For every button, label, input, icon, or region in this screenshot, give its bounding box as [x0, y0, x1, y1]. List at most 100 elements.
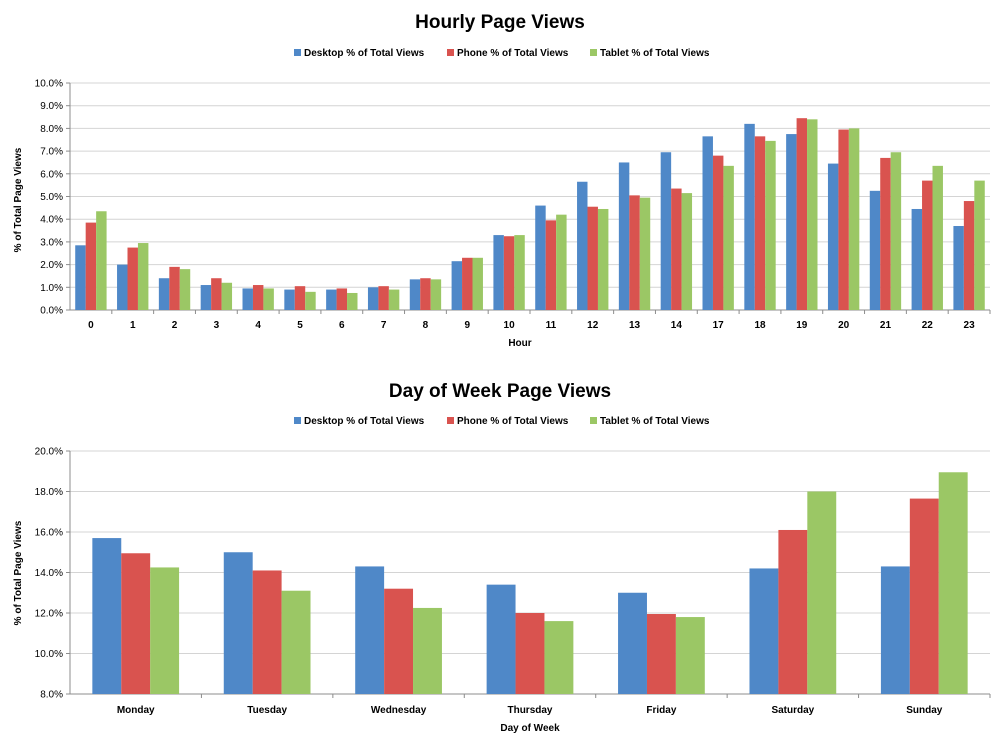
x-axis-title: Day of Week: [500, 723, 560, 734]
x-tick-label: 10: [504, 320, 516, 331]
y-axis-title: % of Total Page Views: [13, 147, 24, 252]
bar-desktop-12: [577, 181, 588, 310]
bar-desktop-8: [409, 279, 421, 310]
bar-phone-7: [378, 286, 389, 310]
bar-desktop-14: [660, 152, 672, 310]
legend-swatch: [294, 417, 301, 424]
x-tick-label: 5: [297, 320, 303, 331]
legend-label: Phone % of Total Views: [457, 48, 569, 59]
chart-title: Day of Week Page Views: [389, 381, 611, 402]
bar-phone-sunday: [909, 498, 939, 694]
bar-desktop-friday: [618, 592, 647, 694]
bar-phone-friday: [646, 614, 676, 694]
x-tick-label: 21: [880, 320, 892, 331]
bar-phone-saturday: [778, 529, 808, 694]
bar-phone-4: [252, 285, 264, 310]
bar-tablet-saturday: [807, 491, 837, 694]
bar-phone-10: [503, 236, 515, 310]
legend-swatch: [447, 417, 454, 424]
legend-swatch: [294, 49, 301, 56]
legend-label: Tablet % of Total Views: [600, 48, 710, 59]
y-tick-label: 14.0%: [35, 568, 63, 579]
bar-desktop-18: [744, 123, 755, 310]
bar-tablet-11: [556, 214, 567, 310]
bar-phone-5: [294, 286, 306, 310]
bar-phone-tuesday: [252, 570, 282, 694]
bar-tablet-17: [723, 165, 734, 310]
legend-swatch: [447, 49, 454, 56]
y-tick-label: 20.0%: [35, 447, 63, 458]
bar-tablet-20: [848, 128, 860, 310]
legend-label: Desktop % of Total Views: [304, 48, 425, 59]
bar-phone-23: [963, 201, 975, 310]
bar-phone-12: [587, 206, 598, 310]
y-tick-label: 9.0%: [40, 101, 63, 112]
bar-phone-0: [85, 222, 97, 310]
y-tick-label: 10.0%: [35, 649, 63, 660]
x-axis-title: Hour: [508, 338, 531, 349]
x-tick-label: 3: [214, 320, 220, 331]
bar-phone-3: [211, 278, 222, 310]
x-tick-label: Friday: [646, 705, 676, 716]
bar-desktop-1: [117, 264, 128, 310]
bar-desktop-5: [284, 289, 295, 310]
chart-title: Hourly Page Views: [415, 12, 585, 33]
y-tick-label: 2.0%: [40, 260, 63, 271]
x-tick-label: 9: [464, 320, 470, 331]
bar-desktop-0: [75, 245, 86, 310]
bar-tablet-4: [263, 288, 274, 310]
bar-phone-1: [127, 247, 138, 310]
legend-swatch: [590, 417, 597, 424]
bar-desktop-3: [200, 285, 212, 310]
y-tick-label: 18.0%: [35, 487, 63, 498]
x-tick-label: 18: [754, 320, 766, 331]
bar-tablet-1: [137, 243, 149, 310]
bar-tablet-monday: [150, 567, 180, 694]
x-tick-label: Monday: [117, 705, 155, 716]
x-tick-label: 7: [381, 320, 387, 331]
x-tick-label: Wednesday: [371, 705, 427, 716]
bar-tablet-wednesday: [413, 607, 442, 694]
x-tick-label: 1: [130, 320, 136, 331]
bar-phone-wednesday: [384, 588, 414, 694]
bar-desktop-monday: [92, 538, 122, 694]
x-tick-label: 4: [255, 320, 261, 331]
bar-phone-2: [169, 266, 180, 310]
bar-desktop-tuesday: [223, 552, 253, 694]
x-tick-label: 17: [713, 320, 725, 331]
bar-tablet-3: [221, 282, 233, 310]
bar-desktop-23: [953, 226, 964, 310]
y-tick-label: 5.0%: [40, 192, 63, 203]
x-tick-label: Thursday: [507, 705, 552, 716]
x-tick-label: 14: [671, 320, 683, 331]
bar-phone-17: [712, 155, 724, 310]
bar-tablet-7: [388, 289, 400, 310]
bar-tablet-sunday: [938, 472, 968, 694]
bar-desktop-21: [869, 190, 881, 310]
bar-phone-19: [796, 118, 808, 310]
x-tick-label: 6: [339, 320, 345, 331]
hourly-page-views-chart: Hourly Page Views Hour % of Total Page V…: [13, 12, 991, 349]
bar-phone-18: [754, 136, 766, 310]
bar-tablet-tuesday: [281, 590, 311, 694]
y-tick-label: 3.0%: [40, 237, 63, 248]
x-tick-label: 11: [546, 320, 557, 331]
bar-tablet-23: [974, 180, 985, 310]
x-tick-label: Sunday: [906, 705, 943, 716]
bar-phone-monday: [121, 553, 151, 694]
bar-desktop-13: [618, 162, 630, 310]
bar-phone-8: [420, 278, 431, 310]
y-tick-label: 7.0%: [40, 147, 63, 158]
bar-tablet-5: [305, 291, 316, 310]
y-axis-title: % of Total Page Views: [13, 520, 24, 625]
x-tick-label: 20: [838, 320, 850, 331]
bar-phone-20: [838, 129, 849, 310]
bar-desktop-6: [326, 289, 337, 310]
bar-desktop-thursday: [486, 584, 516, 694]
y-tick-label: 4.0%: [40, 215, 63, 226]
x-tick-label: 2: [172, 320, 178, 331]
y-tick-label: 16.0%: [35, 528, 63, 539]
bar-desktop-11: [535, 205, 546, 310]
y-tick-label: 1.0%: [40, 283, 63, 294]
